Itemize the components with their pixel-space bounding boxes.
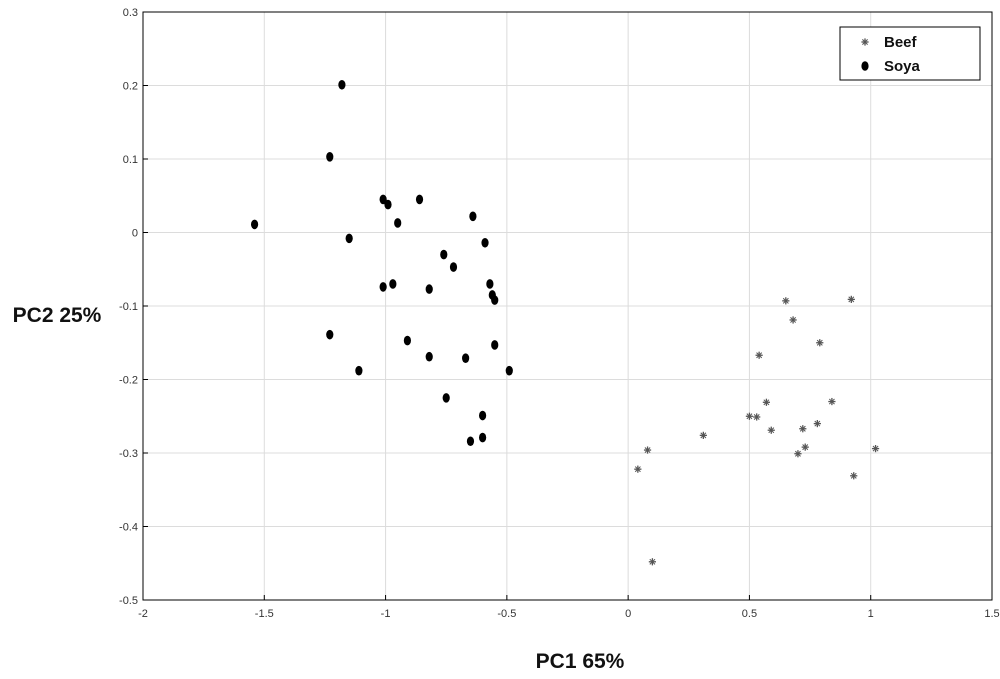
y-tick-label: 0.2 (123, 81, 138, 93)
data-point-soya (491, 340, 499, 350)
data-point-beef (801, 443, 809, 451)
data-point-beef (782, 297, 790, 305)
data-point-soya (326, 329, 334, 340)
legend-marker-soya (861, 61, 869, 71)
x-axis-title: PC1 65% (536, 650, 625, 673)
x-tick-label: 1 (868, 608, 874, 620)
y-tick-label: -0.3 (119, 448, 138, 460)
data-point-soya (403, 335, 412, 346)
legend-label-soya: Soya (884, 58, 921, 75)
data-point-beef (767, 426, 775, 434)
data-point-soya (389, 279, 397, 289)
data-point-soya (479, 432, 487, 443)
data-point-soya (442, 393, 450, 403)
data-point-soya (394, 218, 402, 228)
data-point-soya (449, 262, 458, 272)
data-point-beef (794, 450, 802, 458)
data-point-soya (479, 410, 487, 421)
data-points (250, 79, 880, 566)
data-point-beef (850, 472, 858, 480)
data-point-soya (250, 219, 259, 230)
x-tick-label: -2 (138, 608, 148, 620)
data-point-soya (486, 279, 494, 289)
data-point-beef (816, 339, 824, 347)
data-point-soya (462, 353, 470, 363)
legend: Beef Soya (839, 26, 981, 81)
data-point-soya (379, 282, 387, 292)
data-point-soya (466, 436, 475, 447)
data-point-beef (871, 444, 880, 453)
y-tick-label: -0.1 (119, 301, 138, 313)
data-point-soya (415, 194, 424, 205)
x-tick-label: -0.5 (497, 608, 516, 620)
data-point-soya (505, 365, 513, 376)
data-point-beef (745, 412, 754, 420)
data-point-soya (379, 194, 387, 205)
grid-lines (143, 12, 992, 600)
data-point-soya (491, 295, 499, 305)
data-point-beef (753, 413, 761, 421)
x-tick-label: -1 (381, 608, 391, 620)
legend-box (839, 26, 981, 81)
data-point-beef (699, 431, 707, 439)
data-point-soya (355, 365, 363, 376)
data-point-beef (799, 425, 807, 433)
data-point-soya (326, 151, 334, 162)
data-point-soya (425, 351, 433, 362)
x-tick-label: -1.5 (255, 608, 274, 620)
data-point-beef (648, 558, 656, 566)
data-point-beef (789, 316, 797, 324)
legend-label-beef: Beef (884, 34, 918, 51)
x-tick-label: 0 (625, 608, 631, 620)
data-point-soya (481, 237, 489, 248)
y-tick-label: 0.3 (123, 7, 138, 19)
x-tick-label: 0.5 (742, 608, 757, 620)
data-point-beef (762, 398, 771, 406)
legend-symbol-beef (861, 38, 869, 46)
data-point-soya (384, 199, 392, 210)
y-tick-label: -0.2 (119, 375, 138, 387)
data-point-beef (813, 420, 821, 428)
y-axis-title: PC2 25% (13, 304, 102, 327)
data-point-beef (847, 295, 855, 303)
data-point-beef (634, 465, 642, 473)
axis-ticks: -2 -1.5 -1 -0.5 0 0.5 1 1.5 0.3 0.2 0.1 0 -0.1 -0.2 -0… (119, 7, 1000, 620)
y-tick-label: -0.4 (119, 522, 138, 534)
data-point-beef (755, 351, 763, 359)
data-point-soya (440, 249, 448, 260)
data-point-beef (643, 446, 652, 454)
legend-symbol-soya (861, 61, 869, 71)
data-point-soya (425, 284, 433, 294)
data-point-beef (828, 397, 836, 406)
legend-marker-beef (861, 38, 869, 46)
data-point-soya (338, 79, 346, 90)
y-tick-label: 0.1 (123, 154, 138, 166)
y-tick-label: -0.5 (119, 595, 138, 607)
data-point-soya (345, 233, 353, 244)
x-tick-label: 1.5 (984, 608, 999, 620)
y-tick-label: 0 (132, 228, 138, 240)
data-point-soya (469, 211, 477, 222)
